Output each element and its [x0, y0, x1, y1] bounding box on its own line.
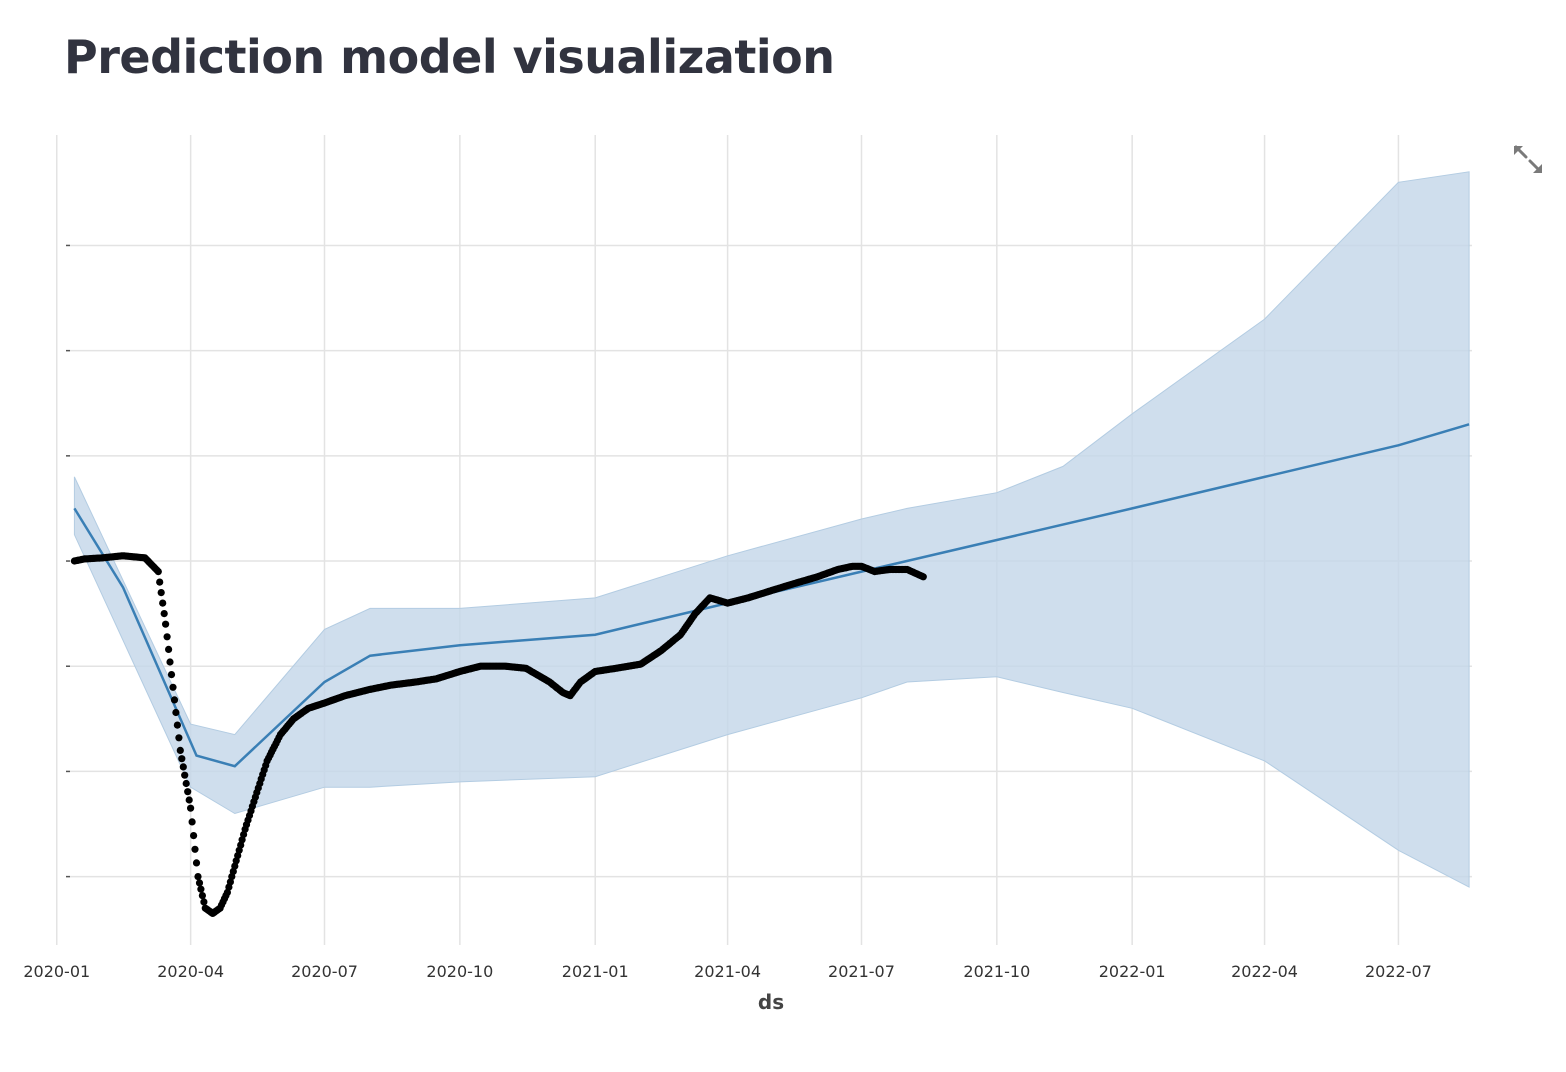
observed-point [169, 683, 177, 691]
observed-point [166, 658, 174, 666]
observed-point [192, 859, 201, 867]
x-axis-label: ds [758, 990, 784, 1014]
observed-point [176, 746, 184, 755]
forecast-line [73, 423, 1470, 768]
observed-points-layer [70, 552, 927, 918]
x-tick-label: 2021-07 [828, 962, 895, 981]
expand-arrows-icon [1514, 145, 1542, 173]
x-tick-label: 2022-07 [1365, 962, 1432, 981]
observed-point [191, 845, 199, 853]
uncertainty-band-layer [73, 171, 1470, 888]
fullscreen-button[interactable] [1508, 140, 1548, 180]
observed-point [184, 788, 192, 796]
x-tick-label: 2022-01 [1099, 962, 1166, 981]
observed-point [178, 755, 186, 763]
observed-point [185, 796, 193, 804]
y-axis [66, 244, 70, 878]
observed-point [190, 832, 198, 840]
observed-point [162, 620, 170, 628]
forecast-line-layer [73, 423, 1470, 768]
observed-point [200, 898, 208, 906]
x-tick-label: 2020-10 [426, 962, 493, 981]
observed-point [194, 873, 202, 881]
x-tick-label: 2021-10 [963, 962, 1030, 981]
x-tick-label: 2020-01 [23, 962, 90, 981]
observed-point [173, 721, 181, 729]
observed-point [172, 708, 180, 717]
observed-point [167, 671, 176, 679]
observed-point [159, 599, 167, 607]
observed-point [198, 892, 206, 900]
x-tick-label: 2020-07 [291, 962, 358, 981]
observed-point [195, 879, 204, 887]
observed-point [188, 818, 196, 826]
observed-point [170, 696, 179, 704]
observed-point [179, 763, 187, 771]
observed-point [163, 633, 171, 641]
observed-point [197, 885, 205, 893]
x-tick-label: 2022-04 [1231, 962, 1298, 981]
x-tick-label: 2020-04 [157, 962, 224, 981]
observed-point [157, 589, 165, 597]
page-title: Prediction model visualization [64, 30, 835, 84]
x-tick-label: 2021-01 [562, 962, 629, 981]
observed-point [156, 578, 164, 586]
observed-point [160, 610, 168, 618]
observed-point [919, 573, 927, 581]
x-tick-label: 2021-04 [694, 962, 761, 981]
observed-point [181, 771, 189, 779]
x-axis: 2020-01 2020-04 2020-07 2020-10 2021-01 2021-… [23, 962, 1432, 981]
observed-point [165, 645, 173, 654]
observed-point [187, 804, 195, 812]
observed-point [175, 734, 183, 742]
observed-point [154, 568, 162, 576]
uncertainty-band [73, 171, 1470, 888]
observed-point [182, 779, 190, 788]
